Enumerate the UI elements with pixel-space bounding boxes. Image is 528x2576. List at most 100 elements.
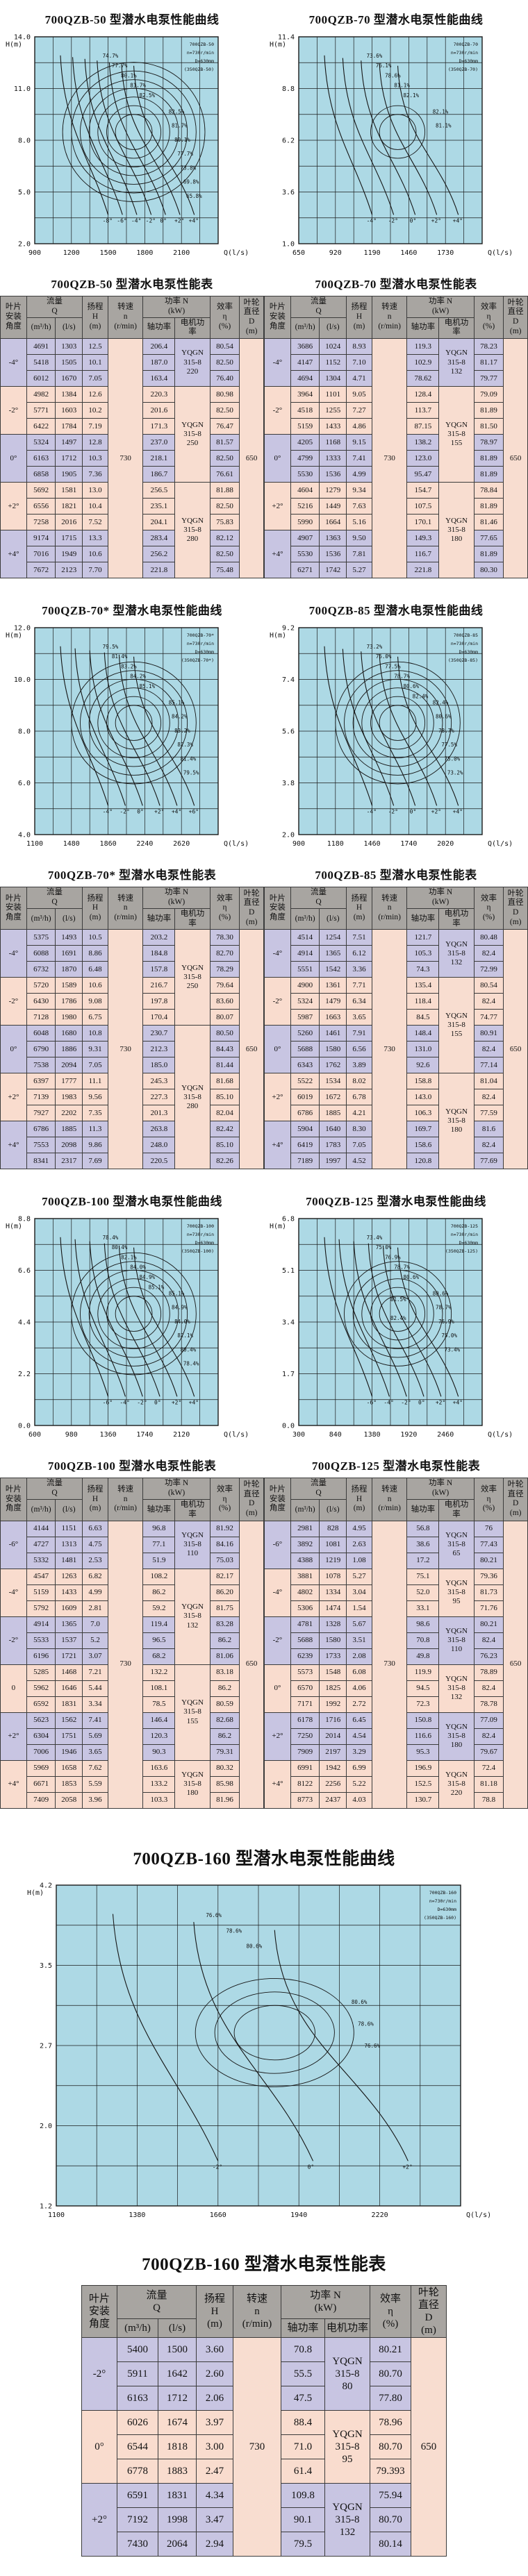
head-cell: 3.00	[196, 2434, 233, 2459]
shaft-power-cell: 87.15	[406, 418, 440, 435]
angle-header: 叶片 安装 角度	[0, 887, 27, 930]
efficiency-label: 84.9%	[139, 1274, 155, 1280]
flow-ls-cell: 2016	[55, 514, 83, 531]
flow-ls-cell: 2014	[319, 1728, 347, 1745]
flow-m3h-cell: 6019	[290, 1089, 320, 1106]
x-tick-label: 1740	[400, 840, 417, 848]
shaft-power-cell: 71.0	[281, 2434, 325, 2459]
flow-ls-cell: 1562	[55, 1712, 83, 1729]
flow-ls-cell: 1885	[319, 1105, 347, 1122]
efficiency-label: 81.4%	[181, 756, 197, 762]
angle-header: 叶片 安装 角度	[264, 887, 291, 930]
efficiency-labels-top: 73.2% 75.0% 77.5% 78.7% 80.6% 82.4%	[367, 644, 429, 700]
flow-m3h-cell: 6048	[26, 1025, 56, 1042]
efficiency-cell: 81.89	[473, 466, 504, 483]
shaft-power-cell: 221.8	[142, 562, 176, 579]
flow-ls-cell: 1536	[319, 546, 347, 563]
head-header: 扬程 H (m)	[82, 1478, 108, 1521]
efficiency-cell: 78.78	[473, 1696, 504, 1713]
legend-line: n=730r/min	[451, 50, 478, 56]
efficiency-label: 78.4%	[103, 1235, 119, 1241]
y-axis-title: H(m)	[6, 1223, 22, 1230]
table-row-2: 700QZB-70* 型潜水电泵性能表 叶片 安装 角度 流量 Q 扬程 H (m)…	[0, 855, 528, 1182]
efficiency-labels-right: 85.1% 84.2% 83.2% 82.3% 81.4% 79.5%	[169, 699, 199, 776]
y-axis-labels: 2.0 5.0 8.0 11.0 14.0H(m)	[6, 34, 31, 249]
motor-power-cell: YQGN 315-8 250	[174, 386, 211, 483]
x-tick-label: 840	[329, 1431, 342, 1439]
angle-header: 叶片 安装 角度	[264, 295, 291, 340]
motor-power-header: 电机功率	[324, 2318, 370, 2338]
flow-ls-cell: 1658	[55, 1759, 83, 1777]
efficiency-cell: 81.57	[209, 434, 240, 451]
motor-power-cell: YQGN 315-8 180	[438, 1712, 475, 1761]
angle-labels: -2° 0° +2°	[213, 2164, 413, 2170]
hq-curve	[324, 646, 373, 806]
efficiency-label: 82.4%	[413, 694, 429, 700]
flow-m3h-cell: 5418	[26, 354, 56, 371]
table-title-qzb70s: 700QZB-70* 型潜水电泵性能表	[47, 869, 217, 883]
flow-m3h-cell: 4144	[26, 1520, 56, 1537]
flow-ls-cell: 1500	[158, 2336, 197, 2362]
flow-ls-cell: 1497	[55, 434, 83, 451]
efficiency-cell: 80.14	[370, 2531, 411, 2557]
head-cell: 9.86	[82, 1137, 108, 1154]
x-tick-label: 2020	[437, 840, 454, 848]
x-tick-label: 2460	[437, 1431, 454, 1439]
chart-title-qzb85: 700QZB-85 型潜水电泵性能曲线	[308, 604, 484, 618]
shaft-power-cell: 206.4	[142, 338, 176, 356]
motor-power-cell: YQGN 315-8 280	[174, 1025, 211, 1170]
efficiency-label: 85.1%	[169, 699, 185, 705]
head-cell: 13.0	[82, 482, 108, 499]
hq-curve	[60, 1237, 109, 1397]
efficiency-cell: 82.50	[209, 354, 240, 371]
flow-ls-cell: 1716	[319, 1712, 347, 1729]
hq-curve	[60, 55, 109, 215]
flow-ls-cell: 1905	[55, 466, 83, 483]
efficiency-cell: 80.70	[370, 2507, 411, 2532]
hq-curve	[397, 1248, 459, 1397]
efficiency-label: 79.5%	[183, 770, 199, 776]
blade-angle-label: -2°	[137, 1400, 147, 1406]
shaft-power-cell: 119.9	[406, 1664, 440, 1681]
legend-line: 700QZB-85	[454, 633, 478, 638]
angle-cell: +4°	[264, 1759, 291, 1809]
legend-line: D=630mm	[438, 1907, 456, 1912]
table-title-qzb160: 700QZB-160 型潜水电泵性能表	[142, 2255, 386, 2274]
head-cell: 6.48	[82, 961, 108, 978]
y-axis-title: H(m)	[270, 632, 286, 639]
shaft-power-cell: 102.9	[406, 354, 440, 371]
efficiency-cell: 79.67	[473, 1743, 504, 1761]
flow-ls-cell: 2197	[319, 1743, 347, 1761]
chart-title-qzb70s: 700QZB-70* 型潜水电泵性能曲线	[42, 604, 222, 618]
efficiency-label: 81.4%	[112, 653, 128, 660]
motor-power-cell: YQGN 315-8 180	[174, 1759, 211, 1809]
efficiency-contour	[344, 1261, 452, 1367]
flow-header: 流量 Q	[290, 1478, 347, 1500]
efficiency-labels-right: 82.5% 81.7% 80.1% 77.7% 73.8% 69.8% 65.8%	[169, 108, 202, 199]
shaft-power-cell: 216.7	[142, 977, 176, 994]
efficiency-cell: 77.65	[473, 530, 504, 547]
x-axis-labels: 900 1200 1500 1800 2100 Q(l/s)	[28, 249, 249, 257]
diameter-cell: 650	[239, 338, 264, 579]
x-tick-label: 2220	[372, 2211, 388, 2219]
angle-cell: 0°	[264, 1025, 291, 1074]
efficiency-cell: 82.70	[209, 945, 240, 962]
shaft-power-cell: 119.3	[406, 338, 440, 356]
motor-power-cell: YQGN 315-8 95	[438, 1568, 475, 1617]
hq-curve	[368, 1244, 424, 1397]
flow-ls-cell: 1980	[55, 1009, 83, 1026]
shaft-power-cell: 51.9	[142, 1552, 176, 1569]
efficiency-labels-right: 82.4% 80.6% 78.7% 77.5% 75.0% 73.2%	[433, 699, 463, 776]
performance-table: 叶片 安装 角度 流量 Q 扬程 H (m) 转速 n (r/min) 功率 N (kW…	[0, 887, 264, 1170]
flow-m3h-cell: 6271	[290, 562, 320, 579]
x-axis-title: Q(l/s)	[224, 249, 249, 257]
head-cell: 9.31	[82, 1041, 108, 1058]
x-tick-label: 1860	[100, 840, 117, 848]
flow-header: 流量 Q	[26, 296, 83, 318]
efficiency-contour	[115, 1296, 153, 1332]
efficiency-cell: 81.06	[209, 1648, 240, 1665]
blade-angle-label: +4°	[189, 1400, 199, 1406]
performance-table: 叶片 安装 角度 流量 Q 扬程 H (m) 转速 n (r/min) 功率 N (kW…	[0, 295, 264, 579]
efficiency-contour	[80, 670, 188, 776]
efficiency-label: 77.7%	[112, 62, 128, 69]
